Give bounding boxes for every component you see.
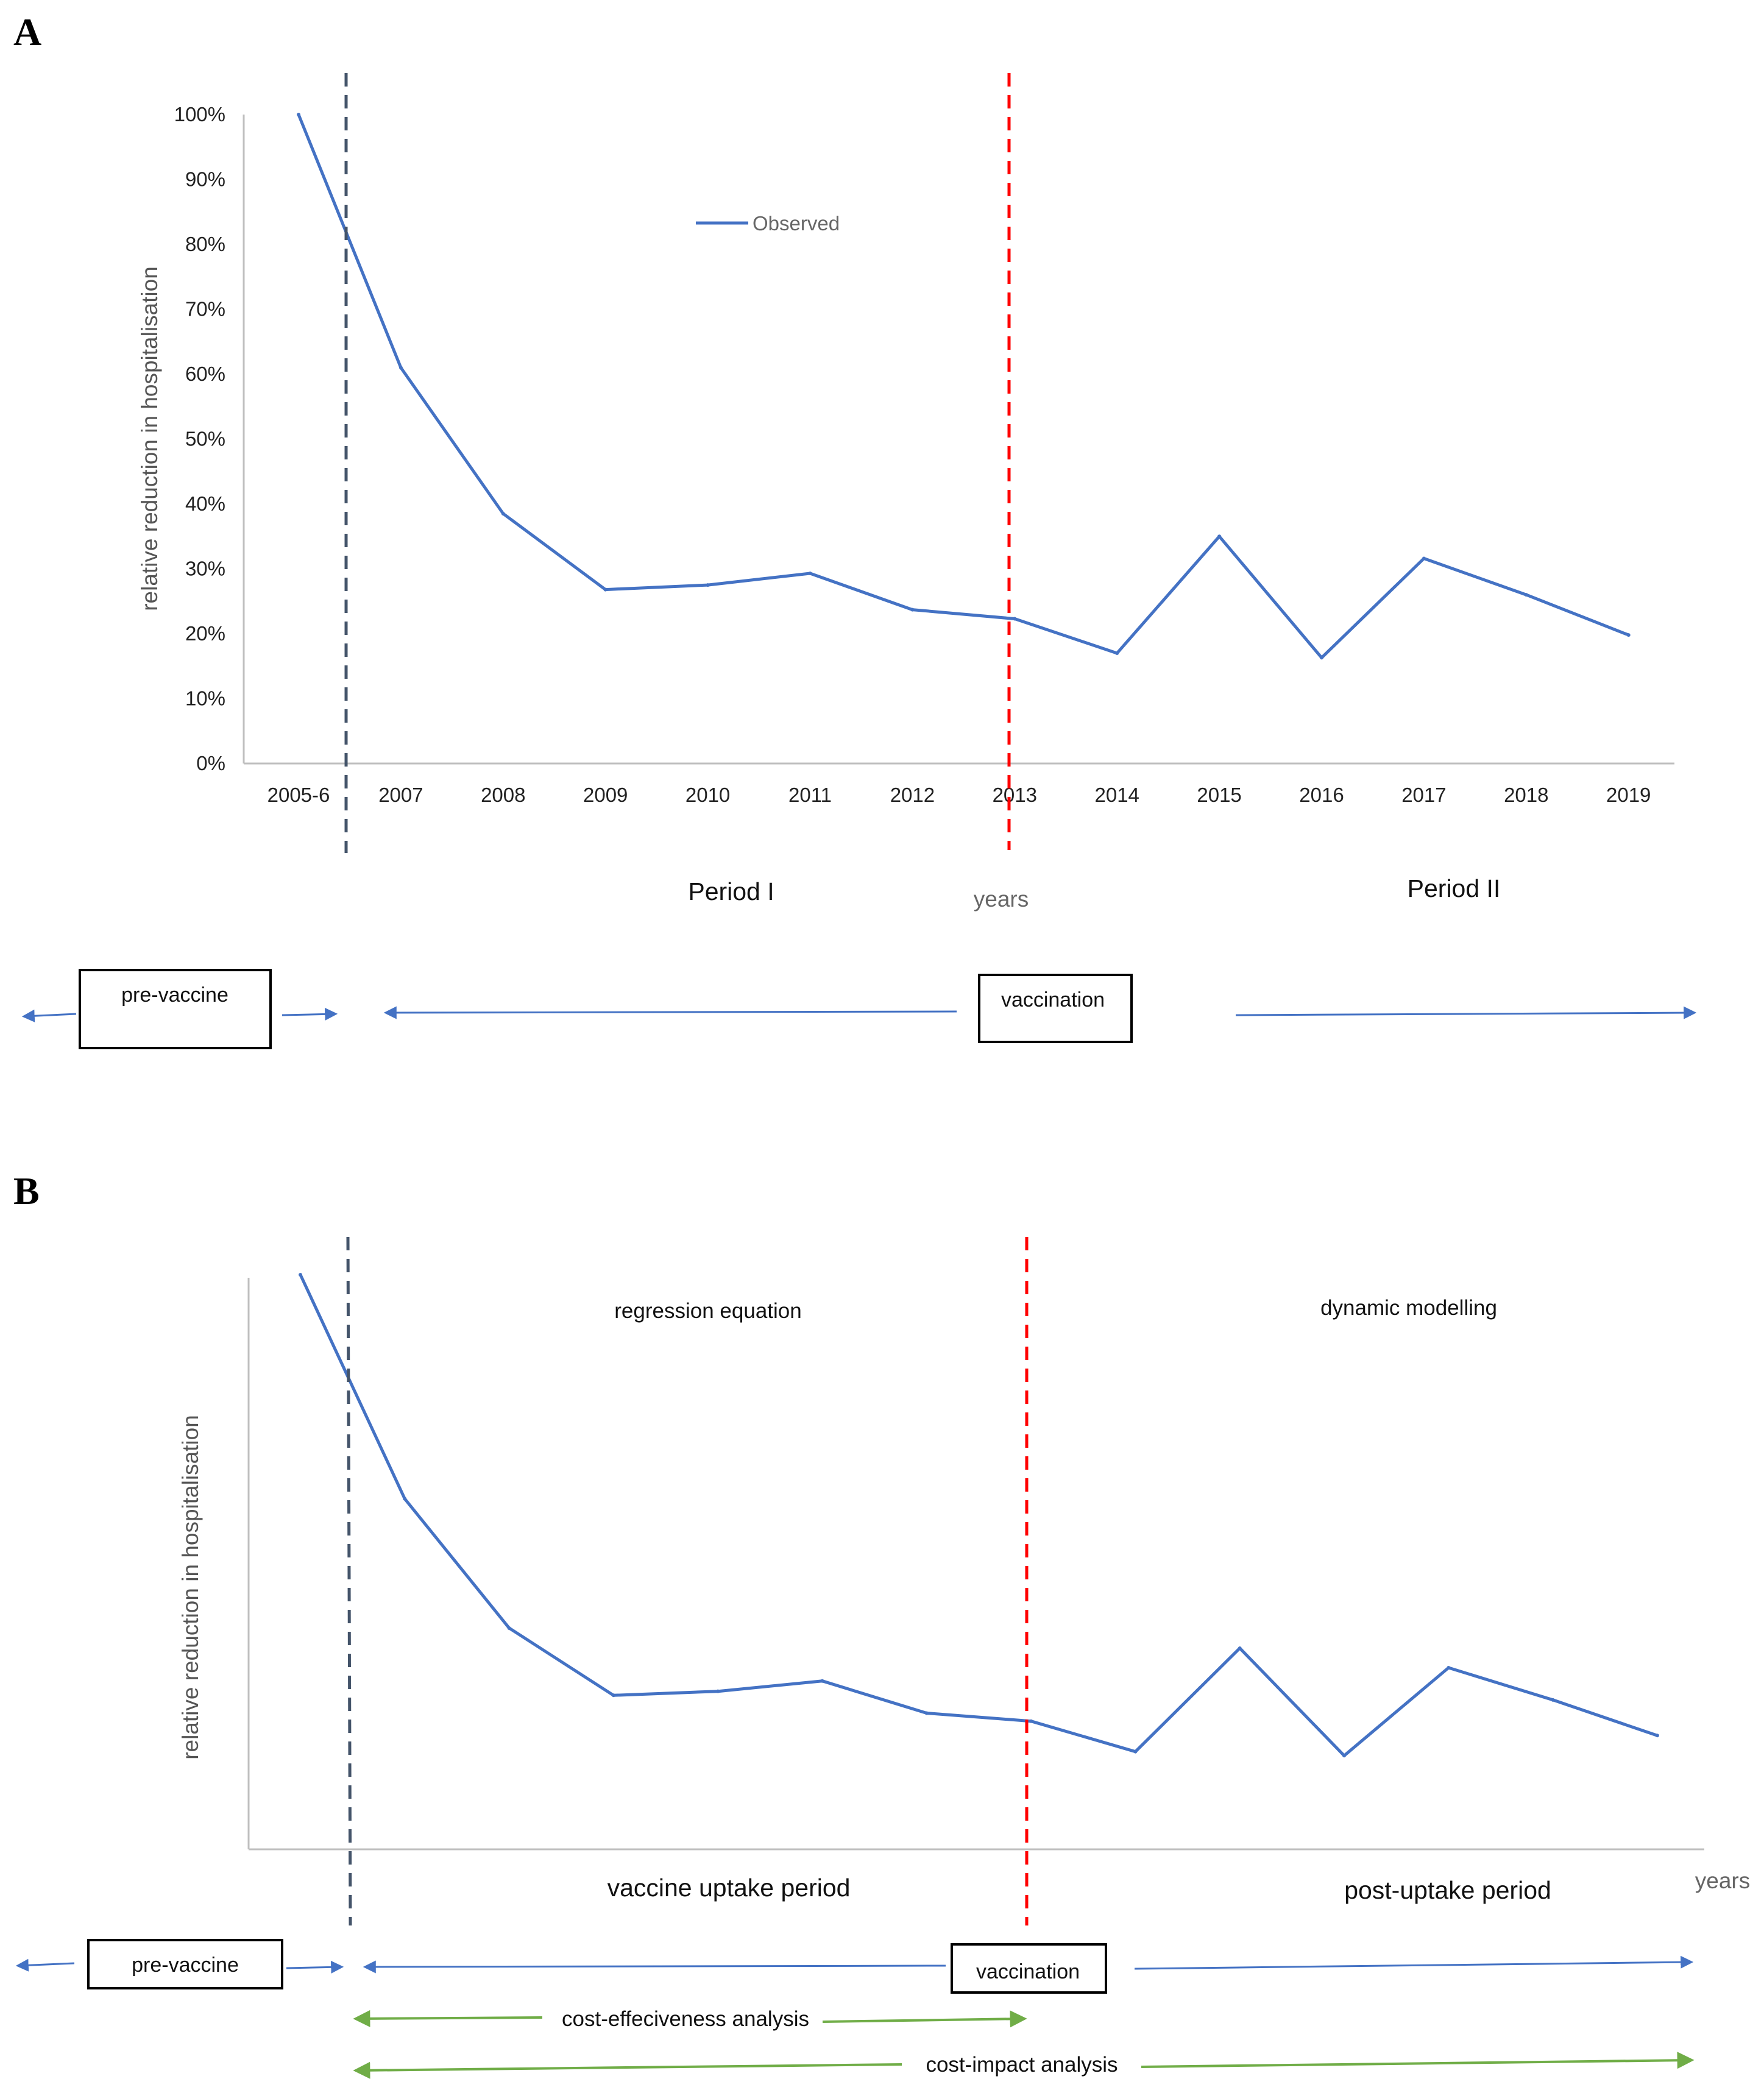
- chart-b-y-axis-title: relative reduction in hospitalisation: [178, 1415, 203, 1760]
- chart-b-prevaccine-arrow-right: [286, 1960, 344, 1974]
- chart-a: 0% 10% 20% 30% 40% 50% 60% 70% 80% 90% 100% 2005-6…: [21, 73, 1697, 1049]
- chart-b-data-point: [507, 1626, 511, 1630]
- chart-a-y-tick-label: 40%: [185, 492, 225, 515]
- chart-a-vaccination-box-label: vaccination: [1001, 988, 1105, 1011]
- chart-a-prevaccine-arrow-left: [21, 1009, 77, 1022]
- chart-b: relative reduction in hospitalisation re…: [15, 1236, 1750, 2079]
- chart-b-data-point: [1551, 1698, 1555, 1702]
- chart-a-y-tick-label: 60%: [185, 363, 225, 385]
- chart-a-vaccination-box: [978, 974, 1133, 1043]
- chart-b-method-label-dynamic: dynamic modelling: [1320, 1296, 1497, 1320]
- chart-b-cea-label: cost-effeciveness analysis: [562, 2007, 809, 2031]
- chart-a-data-point: [501, 511, 505, 515]
- chart-b-cea-arrow-right: [822, 2010, 1027, 2028]
- chart-b-cia-arrow-right: [1141, 2052, 1695, 2069]
- chart-b-data-point: [1133, 1749, 1138, 1754]
- chart-b-data-point: [299, 1273, 302, 1277]
- chart-b-cia-label: cost-impact analysis: [926, 2053, 1118, 2077]
- chart-b-prevaccine-box-label: pre-vaccine: [132, 1954, 239, 1977]
- chart-b-data-point: [1029, 1719, 1033, 1723]
- panel-label-a: A: [13, 10, 41, 54]
- chart-b-data-point: [1655, 1734, 1659, 1738]
- chart-a-y-tick-label: 30%: [185, 558, 225, 580]
- chart-b-data-point: [611, 1693, 615, 1698]
- chart-b-prevaccine-box: [87, 1939, 283, 1989]
- chart-a-series-line: [297, 114, 1629, 659]
- chart-a-y-tick-label: 20%: [185, 622, 225, 645]
- chart-b-uptake-period-label: vaccine uptake period: [607, 1874, 851, 1902]
- chart-a-y-axis-title: relative reduction in hospitalisation: [137, 266, 162, 611]
- chart-a-x-tick-label: 2009: [583, 784, 628, 806]
- chart-a-data-point: [1217, 534, 1222, 539]
- chart-b-prevaccine-divider: [346, 1236, 352, 1926]
- chart-a-x-tick-label: 2018: [1504, 784, 1548, 806]
- chart-a-x-axis-title: years: [974, 887, 1029, 912]
- chart-a-y-tick-label: 50%: [185, 428, 225, 450]
- chart-b-cia-arrow-left: [353, 2061, 902, 2079]
- chart-b-data-point: [924, 1711, 929, 1715]
- chart-b-vaccination-box-label: vaccination: [976, 1960, 1080, 1983]
- chart-a-data-point: [398, 366, 403, 370]
- chart-a-data-point: [1626, 633, 1631, 637]
- chart-a-data-point: [297, 113, 300, 116]
- chart-b-cea-arrow-left: [353, 2010, 543, 2027]
- chart-a-y-tick-label: 90%: [185, 168, 225, 191]
- chart-a-prevaccine-box-label: pre-vaccine: [121, 983, 228, 1007]
- chart-b-prevaccine-arrow-left: [15, 1958, 75, 1972]
- chart-a-y-tick-label: 100%: [174, 103, 225, 126]
- chart-a-period-1-label: Period I: [688, 877, 774, 905]
- chart-a-data-point: [910, 608, 915, 612]
- chart-b-data-point: [1342, 1754, 1346, 1758]
- chart-a-x-tick-label: 2008: [481, 784, 525, 806]
- chart-b-x-axis-title: years: [1695, 1868, 1750, 1893]
- chart-b-data-point: [716, 1689, 720, 1693]
- chart-b-data-point: [1238, 1646, 1242, 1650]
- chart-b-method-label-regression: regression equation: [614, 1299, 801, 1323]
- chart-a-data-point: [808, 571, 812, 575]
- chart-a-period-2-label: Period II: [1408, 874, 1501, 902]
- chart-a-y-tick-label: 0%: [196, 752, 225, 774]
- chart-a-x-tick-label: 2010: [685, 784, 730, 806]
- chart-a-x-tick-label: 2007: [378, 784, 423, 806]
- chart-a-legend-label: Observed: [753, 212, 840, 235]
- chart-a-x-tick-label: 2015: [1197, 784, 1241, 806]
- chart-a-data-point: [1422, 556, 1426, 561]
- chart-b-series-line: [299, 1273, 1658, 1757]
- chart-a-data-point: [1115, 651, 1119, 655]
- chart-a-prevaccine-box: [79, 969, 272, 1049]
- chart-a-x-tick-label: 2005-6: [267, 784, 330, 806]
- chart-b-vaccination-box: [951, 1943, 1107, 1994]
- chart-a-data-point: [1013, 617, 1017, 621]
- chart-a-x-tick-label: 2013: [993, 784, 1037, 806]
- chart-a-data-point: [1320, 656, 1323, 660]
- chart-a-prevaccine-arrow-right: [282, 1007, 338, 1021]
- chart-a-x-tick-label: 2017: [1401, 784, 1446, 806]
- chart-b-data-point: [403, 1497, 407, 1501]
- chart-a-x-tick-label: 2011: [788, 784, 832, 806]
- chart-b-vaccination-arrow-right: [1134, 1955, 1694, 1970]
- chart-a-vaccination-arrow-right: [1235, 1006, 1697, 1019]
- chart-b-data-point: [820, 1679, 824, 1683]
- chart-b-post-uptake-period-label: post-uptake period: [1344, 1876, 1551, 1904]
- chart-b-data-point: [1447, 1666, 1451, 1670]
- chart-a-y-tick-label: 80%: [185, 233, 225, 255]
- chart-a-data-point: [1524, 593, 1528, 597]
- panel-label-b: B: [13, 1169, 40, 1213]
- chart-a-vaccination-arrow-left: [383, 1006, 957, 1019]
- chart-a-y-tick-label: 70%: [185, 298, 225, 321]
- chart-a-data-point: [706, 583, 710, 587]
- chart-a-x-tick-label: 2019: [1606, 784, 1651, 806]
- chart-a-x-tick-label: 2016: [1299, 784, 1344, 806]
- chart-b-vaccination-arrow-left: [363, 1960, 946, 1974]
- chart-a-data-point: [603, 587, 607, 592]
- chart-a-x-tick-label: 2012: [890, 784, 935, 806]
- chart-a-y-tick-label: 10%: [185, 687, 225, 710]
- chart-a-x-tick-label: 2014: [1094, 784, 1139, 806]
